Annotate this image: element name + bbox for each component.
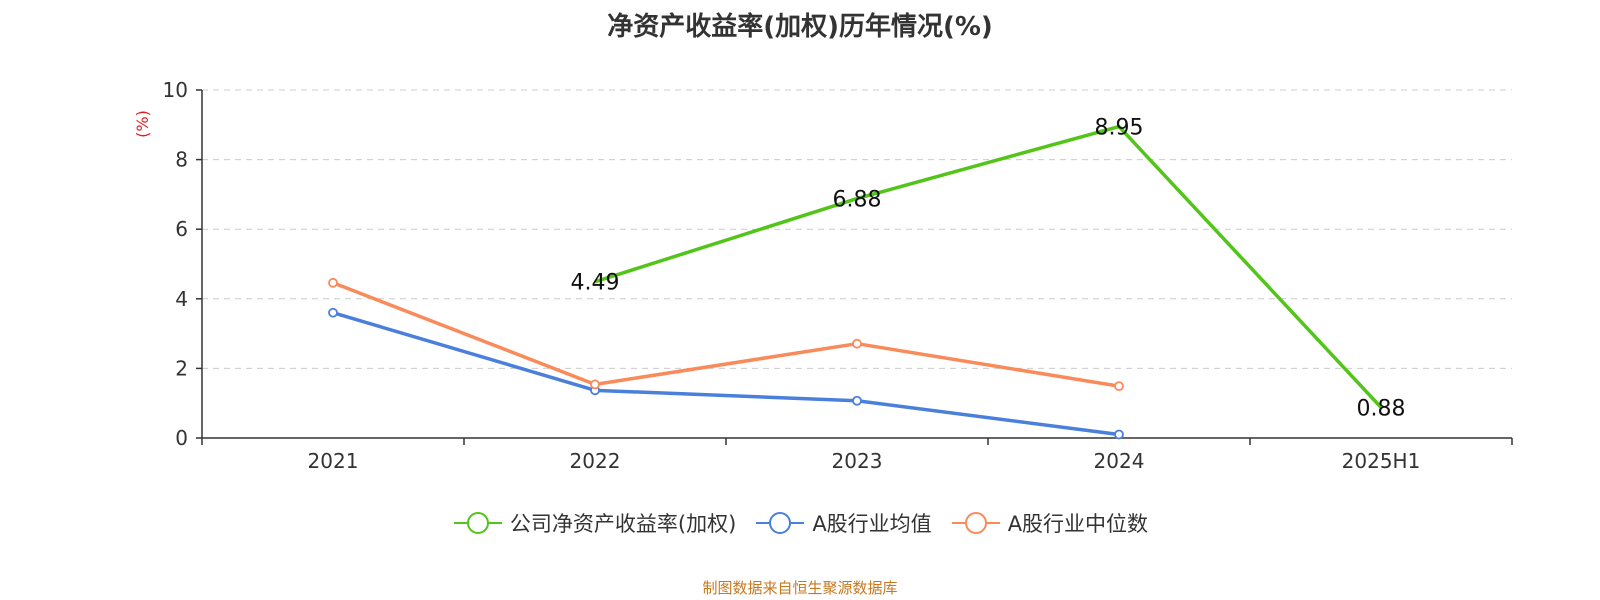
legend-item[interactable]: A股行业均值 xyxy=(754,508,932,538)
legend-swatch-icon xyxy=(756,512,805,534)
y-tick-label: 0 xyxy=(175,426,188,450)
series-line-2 xyxy=(332,281,1120,388)
x-tick-label: 2024 xyxy=(1094,449,1145,473)
series-point[interactable] xyxy=(1114,429,1124,440)
legend-item[interactable]: A股行业中位数 xyxy=(950,508,1148,538)
y-tick-label: 2 xyxy=(175,356,188,380)
series-point[interactable] xyxy=(852,338,862,349)
series-point[interactable] xyxy=(852,395,862,406)
axes: 0 2 4 6 8 10 2021 2022 2023 2024 2025H1 xyxy=(163,78,1513,473)
x-tick-label: 2022 xyxy=(570,449,621,473)
y-tick-label: 8 xyxy=(175,148,188,172)
chart-title: 净资产收益率(加权)历年情况(%) xyxy=(607,12,993,42)
data-label: 4.49 xyxy=(571,271,620,296)
series-point[interactable] xyxy=(1114,381,1124,392)
x-tick-label: 2021 xyxy=(308,449,359,473)
legend-label: 公司净资产收益率(加权) xyxy=(509,512,737,536)
legend: 公司净资产收益率(加权) A股行业均值 A股行业中位数 xyxy=(0,508,1600,538)
data-labels: 4.49 6.88 8.95 0.88 xyxy=(571,116,1406,422)
y-tick-label: 10 xyxy=(163,78,188,102)
grid-lines xyxy=(202,89,1512,369)
series-point[interactable] xyxy=(590,379,600,390)
legend-label: A股行业均值 xyxy=(812,512,932,536)
data-label: 6.88 xyxy=(833,188,882,213)
legend-item[interactable]: 公司净资产收益率(加权) xyxy=(452,508,736,538)
y-axis-label: (%) xyxy=(133,110,152,138)
series-line-0 xyxy=(594,124,1383,409)
data-label: 8.95 xyxy=(1095,116,1144,141)
x-tick-label: 2025H1 xyxy=(1342,449,1421,473)
data-label: 0.88 xyxy=(1357,396,1406,421)
y-tick-label: 6 xyxy=(175,217,188,241)
source-note: 制图数据来自恒生聚源数据库 xyxy=(702,579,898,597)
legend-swatch-icon xyxy=(951,512,1000,534)
x-tick-label: 2023 xyxy=(832,449,883,473)
series-point[interactable] xyxy=(328,277,338,288)
series-point[interactable] xyxy=(328,307,338,318)
legend-label: A股行业中位数 xyxy=(1007,512,1149,536)
series-line-1 xyxy=(332,311,1120,437)
legend-swatch-icon xyxy=(453,512,502,534)
series-lines xyxy=(328,124,1383,440)
y-tick-label: 4 xyxy=(175,287,188,311)
